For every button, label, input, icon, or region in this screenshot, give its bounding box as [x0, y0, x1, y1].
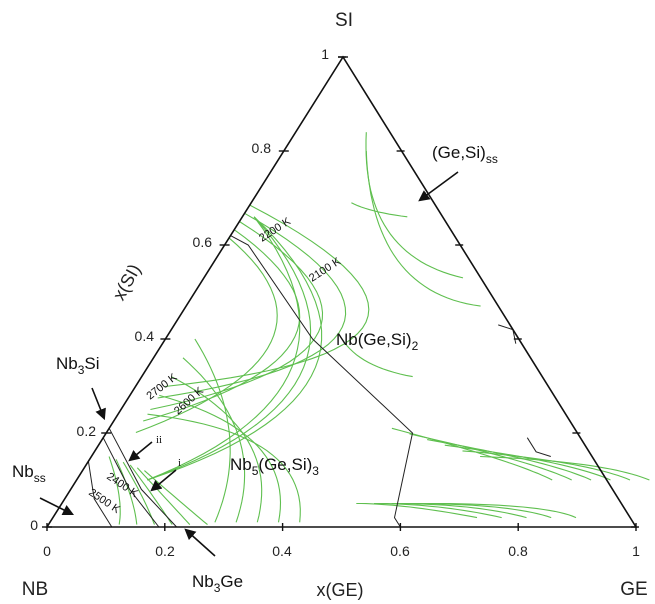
isotherm-contour	[147, 216, 301, 481]
callout-label-nbss: Nbss	[12, 462, 46, 485]
x-tick-label: 1	[632, 543, 640, 559]
phase-boundary	[102, 437, 160, 528]
callout-arrow	[184, 528, 216, 557]
isotherm-contour	[391, 427, 553, 481]
isotherm-contour	[341, 338, 413, 378]
triangle-frame	[45, 55, 638, 528]
callout-arrow	[150, 469, 177, 492]
phase-boundary	[526, 437, 551, 457]
callout-label-nb3ge: Nb3Ge	[192, 572, 243, 595]
isotherm-contour	[427, 439, 592, 481]
isotherm-contour	[164, 204, 370, 388]
callout-arrows	[39, 171, 459, 557]
isotherm-contour	[157, 212, 347, 399]
isotherm-contour	[409, 433, 572, 481]
isotherm-contour	[136, 467, 191, 525]
isotherm-contour	[144, 470, 208, 526]
isotherm-contour	[427, 502, 577, 519]
corner-label-top: SI	[335, 10, 353, 31]
tick-marks	[42, 56, 639, 531]
isotherm-contour	[159, 394, 282, 523]
isotherm-contour	[115, 459, 138, 525]
isotherm-contour	[122, 461, 156, 525]
callout-arrow	[128, 441, 153, 462]
isotherm-contour	[182, 357, 246, 523]
y-tick-label: 0.4	[135, 328, 155, 344]
x-tick-label: 0	[43, 543, 51, 559]
isotherm-contour	[147, 216, 312, 481]
x-tick-label: 0.2	[155, 543, 175, 559]
x-tick-label: 0.8	[508, 543, 528, 559]
triangle-outline	[45, 55, 638, 528]
y-tick-labels: 0 0.2 0.4 0.6 0.8 1	[30, 46, 329, 533]
x-tick-label: 0.6	[390, 543, 410, 559]
callout-label-nb3si: Nb3Si	[56, 354, 100, 377]
corner-label-right: GE	[620, 579, 647, 600]
isotherm-contour	[365, 150, 481, 307]
isotherm-contour	[480, 455, 650, 481]
phase-boundaries	[87, 235, 551, 528]
y-tick-label: 1	[321, 46, 329, 62]
phase-boundary	[230, 235, 414, 528]
y-tick-label: 0.6	[193, 234, 213, 250]
region-marker-ii: ii	[156, 434, 162, 446]
callout-label-ge-si-ss: (Ge,Si)ss	[432, 143, 498, 166]
isotherm-contour	[170, 376, 263, 523]
callout-arrow	[39, 497, 75, 516]
corner-label-left: NB	[22, 579, 48, 600]
isotherm-label-2500k: 2500 K	[86, 487, 122, 517]
isotherm-contours	[108, 132, 650, 526]
callout-arrow	[91, 387, 106, 421]
y-tick-label: 0.2	[77, 423, 97, 439]
isotherm-contour	[444, 444, 611, 481]
y-tick-label: 0.8	[252, 140, 272, 156]
phase-boundary	[498, 324, 517, 344]
y-tick-label: 0	[30, 517, 38, 533]
isotherm-contour	[108, 456, 121, 525]
isotherm-contour	[351, 202, 408, 218]
x-tick-labels: 0 0.2 0.4 0.6 0.8 1	[43, 543, 640, 559]
x-tick-label: 0.4	[272, 543, 292, 559]
isotherm-contour	[356, 502, 478, 519]
callout-arrow	[418, 171, 459, 202]
phase-label-nb-ge-si-2: Nb(Ge,Si)2	[336, 330, 419, 353]
isotherm-contour	[409, 502, 552, 519]
x-axis-label: x(GE)	[317, 580, 364, 600]
isotherm-contour	[135, 237, 278, 434]
isotherm-contour	[147, 413, 301, 523]
y-axis-label: x(SI)	[109, 261, 145, 304]
phase-label-nb5-ge-si-3: Nb5(Ge,Si)3	[230, 455, 319, 478]
isotherm-contour	[462, 450, 631, 481]
isotherm-contour	[147, 216, 323, 481]
phase-boundary	[87, 461, 113, 528]
phase-boundary	[108, 428, 177, 528]
region-marker-i: i	[178, 457, 181, 469]
